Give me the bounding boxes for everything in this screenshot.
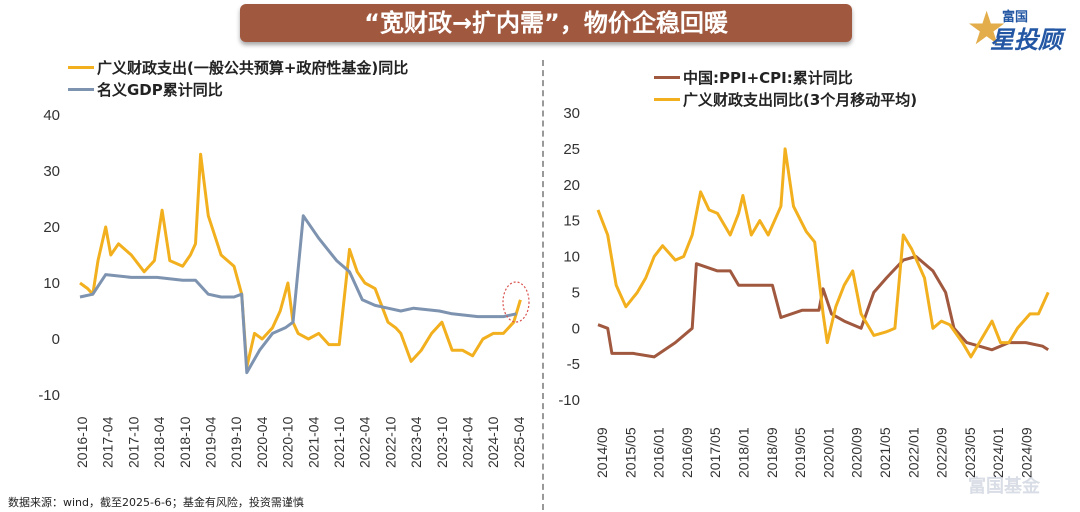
x-tick-label: 2022-04 <box>357 416 373 468</box>
series-line-0 <box>597 255 1050 359</box>
y-tick-label: 0 <box>52 331 60 348</box>
y-tick-label: 20 <box>563 177 580 194</box>
x-tick-label: 2018-10 <box>177 416 193 468</box>
series-line-1 <box>596 147 1050 359</box>
watermark: 富国基金 <box>968 476 1040 497</box>
x-tick-label: 2020/01 <box>820 427 836 478</box>
x-tick-label: 2017-04 <box>100 416 116 468</box>
legend-item: 广义财政支出同比(3个月移动平均) <box>654 88 917 110</box>
y-tick-label: 10 <box>563 249 580 266</box>
x-tick-label: 2017-10 <box>125 416 141 468</box>
x-tick-label: 2024-10 <box>485 416 501 468</box>
y-tick-label: 30 <box>563 105 580 122</box>
x-tick-label: 2018-04 <box>151 416 167 468</box>
legend-item: 广义财政支出(一般公共预算+政府性基金)同比 <box>68 56 408 78</box>
x-tick-label: 2014/09 <box>594 427 610 478</box>
title-banner: “宽财政→扩内需”，物价企稳回暖 <box>240 4 852 42</box>
legend-item: 名义GDP累计同比 <box>68 78 408 100</box>
x-tick-label: 2016/09 <box>679 427 695 478</box>
x-tick-label: 2024/09 <box>1019 427 1035 478</box>
x-tick-label: 2021-04 <box>305 416 321 468</box>
y-tick-label: 25 <box>563 141 580 158</box>
brand-logo: ★ 富国 星投顾 <box>966 1 1076 55</box>
x-tick-label: 2021-10 <box>331 416 347 468</box>
x-tick-label: 2019-04 <box>203 416 219 468</box>
x-tick-label: 2023-04 <box>408 416 424 468</box>
y-tick-label: 15 <box>563 213 580 230</box>
x-tick-label: 2019/05 <box>792 427 808 478</box>
source-note: 数据来源：wind，截至2025-6-6；基金有风险，投资需谨慎 <box>8 496 304 509</box>
x-tick-label: 2020-04 <box>254 416 270 468</box>
x-tick-label: 2018/09 <box>764 427 780 478</box>
x-tick-label: 2024/01 <box>990 427 1006 478</box>
highlight-circle <box>502 281 530 323</box>
logo-line1: 富国 <box>1002 10 1029 25</box>
y-tick-label: 10 <box>43 275 60 292</box>
series-line-0 <box>79 152 522 369</box>
y-tick-label: 0 <box>572 320 580 337</box>
series-line-1 <box>79 214 517 375</box>
x-tick-label: 2019-10 <box>228 416 244 468</box>
y-tick-label: -10 <box>38 387 60 404</box>
x-tick-label: 2020/09 <box>849 427 865 478</box>
logo-line2: 星投顾 <box>990 26 1062 54</box>
x-tick-label: 2023-10 <box>434 416 450 468</box>
right-legend: 中国:PPI+CPI:累计同比 广义财政支出同比(3个月移动平均) <box>654 66 917 110</box>
x-tick-label: 2022-10 <box>382 416 398 468</box>
x-tick-label: 2017/05 <box>707 427 723 478</box>
star-icon: ★ <box>966 1 1008 55</box>
x-tick-label: 2018/01 <box>736 427 752 478</box>
x-tick-label: 2022/01 <box>905 427 921 478</box>
legend-item: 中国:PPI+CPI:累计同比 <box>654 66 917 88</box>
x-tick-label: 2024-04 <box>460 416 476 468</box>
y-tick-label: -10 <box>558 392 580 409</box>
x-tick-label: 2022/09 <box>934 427 950 478</box>
y-tick-label: 5 <box>572 284 580 301</box>
y-tick-label: 30 <box>43 163 60 180</box>
x-tick-label: 2016-10 <box>74 416 90 468</box>
y-tick-label: 20 <box>43 219 60 236</box>
left-legend: 广义财政支出(一般公共预算+政府性基金)同比 名义GDP累计同比 <box>68 56 408 100</box>
y-tick-label: 40 <box>43 107 60 124</box>
x-tick-label: 2015/05 <box>622 427 638 478</box>
y-tick-label: -5 <box>567 356 580 373</box>
x-tick-label: 2021/05 <box>877 427 893 478</box>
x-tick-label: 2020-10 <box>280 416 296 468</box>
x-tick-label: 2025-04 <box>511 416 527 468</box>
x-tick-label: 2016/01 <box>651 427 667 478</box>
x-tick-label: 2023/05 <box>962 427 978 478</box>
divider <box>542 60 544 510</box>
